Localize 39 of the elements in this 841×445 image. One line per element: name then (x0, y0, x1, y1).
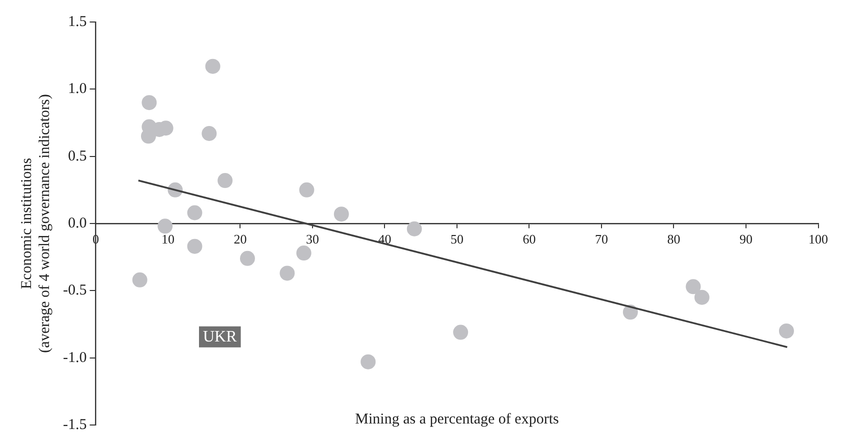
x-tick-label: 50 (450, 232, 464, 247)
point (280, 266, 295, 281)
point (360, 354, 376, 370)
point (406, 221, 422, 236)
y-tick-label: 0.0 (68, 215, 87, 232)
y-tick-label: -1.5 (62, 416, 87, 433)
point (202, 126, 217, 141)
x-tick-label: 40 (378, 232, 392, 247)
point (334, 206, 349, 222)
point (142, 95, 157, 110)
y-tick-label: -0.5 (62, 282, 87, 299)
y-tick-label: 1.5 (68, 14, 87, 30)
y-tick-label: 0.5 (68, 148, 87, 164)
x-tick-label: 20 (234, 232, 247, 247)
x-tick-label: 10 (161, 232, 174, 247)
x-tick-label: 30 (306, 232, 319, 247)
x-tick-label: 80 (667, 232, 680, 247)
point (694, 290, 710, 305)
point (205, 58, 220, 74)
y-tick-label: 1.0 (68, 81, 87, 98)
x-tick-label: 70 (595, 232, 608, 247)
x-tick-label: 90 (740, 232, 752, 247)
point (187, 205, 202, 220)
point (778, 323, 794, 338)
x-tick-label: 60 (522, 232, 536, 247)
point (686, 279, 701, 294)
point (240, 250, 255, 266)
point (453, 324, 468, 340)
x-axis-title: Mining as a percentage of exports (355, 411, 559, 428)
point (218, 173, 233, 188)
point (132, 272, 148, 288)
x-tick-label: 100 (808, 232, 828, 247)
y-axis-title: Economic institutions (average of 4 world governance indicators) (18, 94, 53, 353)
point (299, 182, 314, 198)
point (187, 238, 202, 254)
y-tick-label: -1.0 (62, 350, 87, 366)
point (158, 218, 173, 234)
point (296, 246, 312, 261)
annotation: UKR (203, 328, 238, 346)
